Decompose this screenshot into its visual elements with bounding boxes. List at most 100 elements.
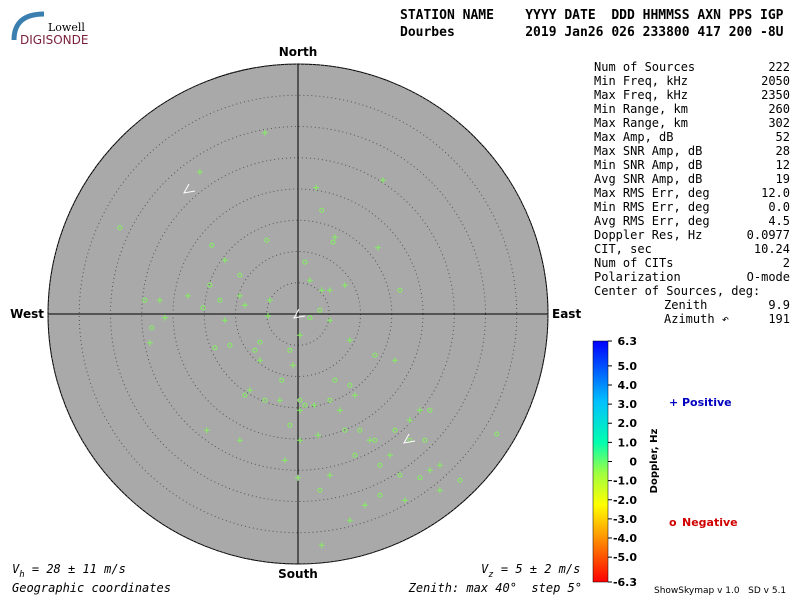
source-negative bbox=[252, 347, 258, 353]
source-negative bbox=[377, 492, 383, 498]
source-positive bbox=[336, 407, 343, 414]
source-positive bbox=[401, 497, 408, 504]
source-negative bbox=[392, 427, 398, 433]
legend-label: Negative bbox=[682, 516, 738, 529]
legend-label: Positive bbox=[682, 396, 732, 409]
colorbar-tick-label: -5.0 bbox=[613, 551, 637, 564]
stat-label: Min Range, km bbox=[594, 102, 688, 116]
header-line: Dourbes 2019 Jan26 026 233800 417 200 -8… bbox=[400, 25, 784, 40]
source-positive bbox=[436, 487, 443, 494]
source-positive bbox=[296, 437, 303, 444]
source-positive bbox=[311, 402, 318, 409]
colorbar-tick-label: -1.0 bbox=[613, 475, 637, 488]
source-positive bbox=[315, 432, 321, 439]
source-negative bbox=[332, 377, 338, 383]
source-positive bbox=[276, 397, 283, 404]
source-negative bbox=[217, 297, 223, 303]
source-positive bbox=[318, 542, 325, 549]
source-positive bbox=[203, 427, 210, 434]
stat-section: Center of Sources, deg: bbox=[594, 284, 760, 298]
colorbar-tick-label: -3.0 bbox=[613, 513, 637, 526]
source-negative bbox=[397, 472, 403, 478]
source-negative bbox=[237, 272, 243, 278]
source-negative bbox=[200, 305, 206, 311]
source-positive bbox=[161, 314, 168, 321]
source-positive bbox=[236, 292, 243, 299]
vz-text: = 5 ± 2 m/s bbox=[494, 562, 581, 576]
logo-swoosh bbox=[11, 11, 45, 41]
source-positive bbox=[351, 392, 358, 399]
source-positive bbox=[341, 282, 348, 289]
source-negative bbox=[422, 437, 428, 443]
source-positive bbox=[416, 407, 423, 414]
source-negative bbox=[242, 392, 248, 398]
stat-label: Max SNR Amp, dB bbox=[594, 144, 702, 158]
source-positive bbox=[221, 257, 228, 264]
vh-label: Vh = 28 ± 11 m/s bbox=[12, 562, 126, 580]
source-negative bbox=[317, 487, 323, 493]
stat-value: 0.0977 bbox=[747, 228, 790, 242]
source-negative bbox=[372, 437, 378, 443]
source-positive bbox=[146, 339, 153, 346]
stat-value: 9.9 bbox=[768, 298, 790, 312]
source-positive bbox=[366, 437, 373, 444]
source-positive bbox=[221, 317, 228, 324]
stat-label: Max Amp, dB bbox=[594, 130, 673, 144]
source-negative bbox=[357, 427, 363, 433]
source-negative bbox=[207, 282, 213, 288]
source-negative bbox=[317, 307, 323, 313]
source-negative bbox=[257, 339, 263, 345]
source-positive bbox=[256, 357, 263, 364]
center-marks bbox=[183, 183, 416, 444]
legend-marker: + bbox=[669, 396, 678, 409]
colorbar-tick-label: 4.0 bbox=[618, 379, 638, 392]
source-positive bbox=[318, 287, 325, 294]
source-positive bbox=[266, 297, 273, 304]
stat-value: 2 bbox=[783, 256, 790, 270]
vh-text: = 28 ± 11 m/s bbox=[25, 562, 126, 576]
stat-label: Avg RMS Err, deg bbox=[594, 214, 710, 228]
source-negative bbox=[307, 315, 313, 321]
source-negative bbox=[209, 242, 215, 248]
stat-label: Max Freq, kHz bbox=[594, 88, 688, 102]
source-negative bbox=[302, 402, 308, 408]
source-negative bbox=[372, 352, 378, 358]
source-positive bbox=[436, 462, 443, 469]
source-positive bbox=[386, 452, 393, 459]
source-positive bbox=[380, 177, 386, 184]
colorbar-tick-label: 1.0 bbox=[618, 436, 638, 449]
legend-marker: o bbox=[669, 516, 677, 529]
source-positive bbox=[326, 287, 333, 294]
north-label: North bbox=[279, 45, 317, 59]
colorbar-tick-label: 2.0 bbox=[618, 417, 638, 430]
coords-label: Geographic coordinates bbox=[12, 581, 171, 595]
source-positive bbox=[261, 129, 268, 136]
colorbar-tick-label: 3.0 bbox=[618, 398, 638, 411]
source-negative bbox=[262, 397, 268, 403]
source-negative bbox=[330, 239, 336, 245]
stat-label: Num of Sources bbox=[594, 60, 695, 74]
source-negative bbox=[342, 427, 348, 433]
source-positive bbox=[331, 234, 338, 241]
source-positive bbox=[246, 387, 253, 394]
stat-label: Zenith bbox=[664, 298, 707, 312]
colorbar-label: Doppler, Hz bbox=[649, 429, 660, 494]
south-label: South bbox=[278, 567, 318, 581]
logo-top: Lowell bbox=[48, 21, 85, 34]
stat-value: 52 bbox=[776, 130, 790, 144]
source-negative bbox=[457, 477, 463, 483]
stat-value: 222 bbox=[768, 60, 790, 74]
source-negative bbox=[417, 475, 423, 481]
colorbar-tick-label: 5.0 bbox=[618, 360, 638, 373]
stat-label: Polarization bbox=[594, 270, 681, 284]
logo-bottom: DIGISONDE bbox=[20, 33, 88, 47]
stat-label: CIT, sec bbox=[594, 242, 652, 256]
source-negative bbox=[427, 407, 433, 413]
source-negative bbox=[352, 452, 358, 458]
stat-value: 28 bbox=[776, 144, 790, 158]
stat-value: 19 bbox=[776, 172, 790, 186]
source-positive bbox=[406, 417, 413, 424]
source-positive bbox=[185, 292, 191, 299]
source-negative bbox=[319, 207, 325, 213]
source-positive bbox=[236, 437, 243, 444]
